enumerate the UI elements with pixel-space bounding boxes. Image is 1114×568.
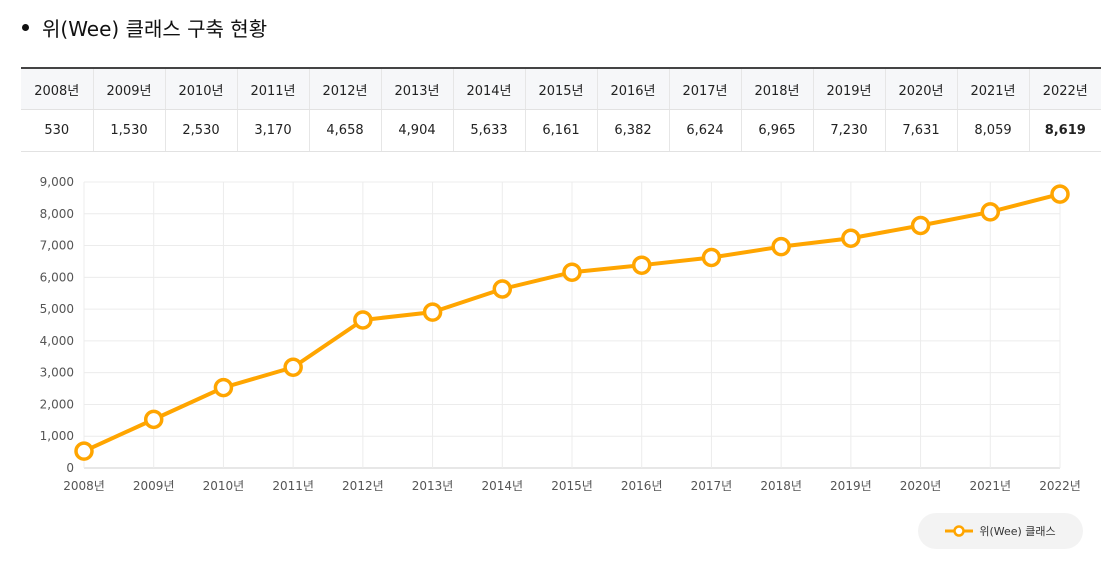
table-header-cell: 2008년 — [21, 67, 93, 110]
legend-line-marker-icon — [945, 525, 974, 537]
y-tick-label: 3,000 — [40, 366, 74, 380]
table-header-cell: 2012년 — [308, 67, 381, 110]
table-header-row: 2008년 2009년 2010년 2011년 2012년 2013년 2014년 2015년… — [21, 67, 1101, 110]
legend-label: 위(Wee) 클래스 — [979, 525, 1056, 538]
y-tick-label: 5,000 — [40, 302, 74, 316]
table-cell: 3,170 — [236, 109, 309, 152]
x-tick-label: 2014년 — [481, 479, 523, 493]
y-tick-label: 4,000 — [40, 334, 74, 348]
data-point — [422, 302, 443, 322]
table-header-cell: 2010년 — [164, 67, 237, 110]
x-tick-label: 2013년 — [412, 479, 454, 493]
table-cell: 6,624 — [668, 109, 741, 152]
table-cell: 8,619 — [1028, 109, 1101, 152]
table-header-cell: 2017년 — [668, 67, 741, 110]
table-header-cell: 2022년 — [1028, 67, 1101, 110]
table-cell: 6,161 — [524, 109, 597, 152]
table-cell: 6,382 — [596, 109, 669, 152]
x-tick-label: 2022년 — [1039, 479, 1081, 493]
data-point — [980, 202, 1001, 222]
data-point — [492, 279, 513, 299]
y-tick-label: 1,000 — [40, 429, 74, 443]
data-table: 2008년 2009년 2010년 2011년 2012년 2013년 2014년 2015년… — [21, 67, 1101, 152]
data-point — [1050, 184, 1070, 204]
x-tick-label: 2021년 — [969, 479, 1011, 493]
section-title: 위(Wee) 클래스 구축 현황 — [42, 16, 268, 41]
bullet-icon — [22, 23, 29, 31]
x-tick-label: 2010년 — [203, 479, 245, 493]
table-cell: 4,658 — [308, 109, 381, 152]
data-point — [143, 409, 164, 430]
table-row: 530 1,530 2,530 3,170 4,658 4,904 5,633 6,161 6,… — [21, 109, 1101, 152]
table-header-cell: 2020년 — [884, 67, 957, 110]
table-header-cell: 2015년 — [524, 67, 597, 110]
x-tick-label: 2015년 — [551, 479, 593, 493]
line-chart: 0 1,000 2,000 3,000 4,000 5,000 6,000 7,000 8,00… — [40, 175, 1081, 493]
x-tick-label: 2019년 — [830, 479, 872, 493]
table-header-cell: 2009년 — [92, 67, 165, 110]
table-cell: 8,059 — [956, 109, 1029, 152]
table-header-cell: 2013년 — [380, 67, 453, 110]
y-tick-label: 7,000 — [40, 239, 74, 253]
data-point — [74, 441, 94, 461]
section-heading: 위(Wee) 클래스 구축 현황 — [22, 12, 267, 42]
table-cell: 1,530 — [92, 109, 165, 152]
data-point — [701, 247, 722, 268]
data-point — [283, 357, 303, 378]
x-tick-label: 2011년 — [272, 479, 314, 493]
x-tick-label: 2009년 — [133, 479, 175, 493]
data-point — [213, 377, 234, 398]
table-cell: 530 — [21, 109, 93, 152]
data-point — [771, 236, 791, 257]
y-tick-label: 6,000 — [40, 270, 74, 284]
table-header-cell: 2011년 — [236, 67, 309, 110]
table-header-cell: 2019년 — [812, 67, 885, 110]
x-tick-label: 2012년 — [342, 479, 384, 493]
table-cell: 5,633 — [452, 109, 525, 152]
y-tick-label: 8,000 — [40, 207, 74, 221]
data-point — [631, 255, 652, 275]
y-tick-label: 2,000 — [40, 397, 74, 411]
table-cell: 7,230 — [812, 109, 885, 152]
data-point — [353, 310, 373, 330]
data-point — [562, 262, 582, 282]
table-header-cell: 2014년 — [452, 67, 525, 110]
x-tick-label: 2018년 — [760, 479, 802, 493]
table-header-cell: 2021년 — [956, 67, 1029, 110]
data-point — [910, 215, 931, 236]
x-tick-label: 2017년 — [691, 479, 733, 493]
y-tick-label: 9,000 — [40, 175, 74, 189]
y-tick-label: 0 — [66, 461, 74, 475]
table-cell: 7,631 — [884, 109, 957, 152]
table-cell: 4,904 — [380, 109, 453, 152]
table-cell: 6,965 — [740, 109, 813, 152]
table-header-cell: 2016년 — [596, 67, 669, 110]
x-tick-label: 2016년 — [621, 479, 663, 493]
x-tick-label: 2008년 — [63, 479, 105, 493]
table-header-cell: 2018년 — [740, 67, 813, 110]
chart-legend[interactable]: 위(Wee) 클래스 — [918, 513, 1083, 549]
data-point — [841, 228, 861, 248]
table-cell: 2,530 — [164, 109, 237, 152]
x-tick-label: 2020년 — [900, 479, 942, 493]
